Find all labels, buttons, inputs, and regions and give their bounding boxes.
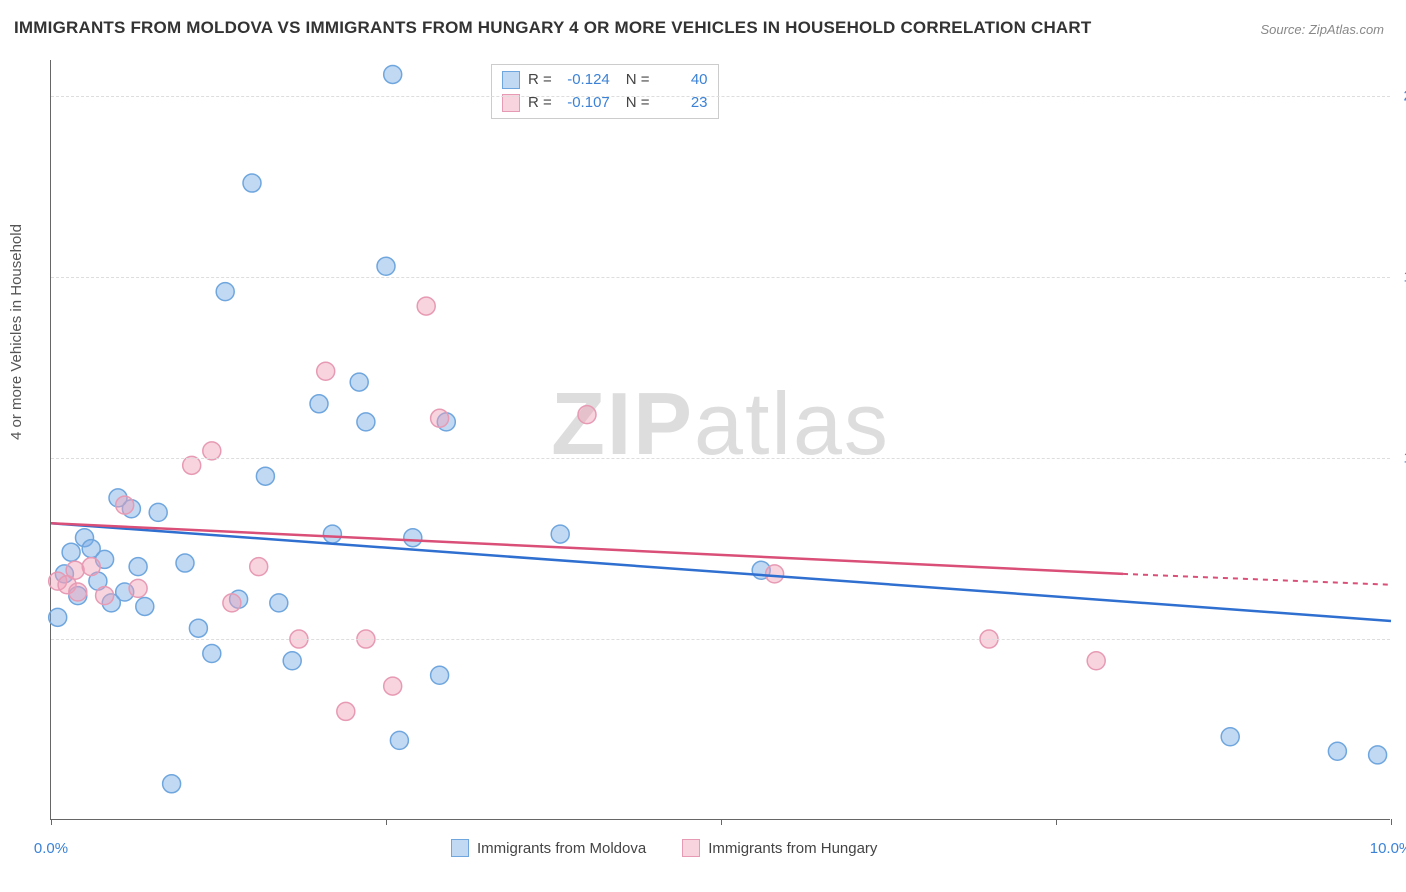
x-tick-label: 10.0% [1370,840,1406,857]
series-legend: Immigrants from Moldova Immigrants from … [451,839,877,857]
n-label: N = [626,92,650,115]
swatch-hungary [682,839,700,857]
n-value-moldova: 40 [658,69,708,92]
legend-item-hungary: Immigrants from Hungary [682,839,877,857]
r-label: R = [528,69,552,92]
legend-row-hungary: R = -0.107 N = 23 [502,92,708,115]
legend-label: Immigrants from Hungary [708,840,877,857]
legend-row-moldova: R = -0.124 N = 40 [502,69,708,92]
swatch-moldova [502,71,520,89]
r-value-moldova: -0.124 [560,69,610,92]
source-attribution: Source: ZipAtlas.com [1260,22,1384,37]
r-label: R = [528,92,552,115]
swatch-moldova [451,839,469,857]
legend-item-moldova: Immigrants from Moldova [451,839,646,857]
chart-title: IMMIGRANTS FROM MOLDOVA VS IMMIGRANTS FR… [14,18,1091,38]
y-axis-label: 4 or more Vehicles in Household [8,224,25,440]
chart-plot-area: ZIPatlas R = -0.124 N = 40 R = -0.107 N … [50,60,1390,820]
r-value-hungary: -0.107 [560,92,610,115]
legend-label: Immigrants from Moldova [477,840,646,857]
x-tick-label: 0.0% [34,840,68,857]
n-value-hungary: 23 [658,92,708,115]
scatter-plot-svg [51,60,1390,819]
n-label: N = [626,69,650,92]
correlation-legend: R = -0.124 N = 40 R = -0.107 N = 23 [491,64,719,119]
